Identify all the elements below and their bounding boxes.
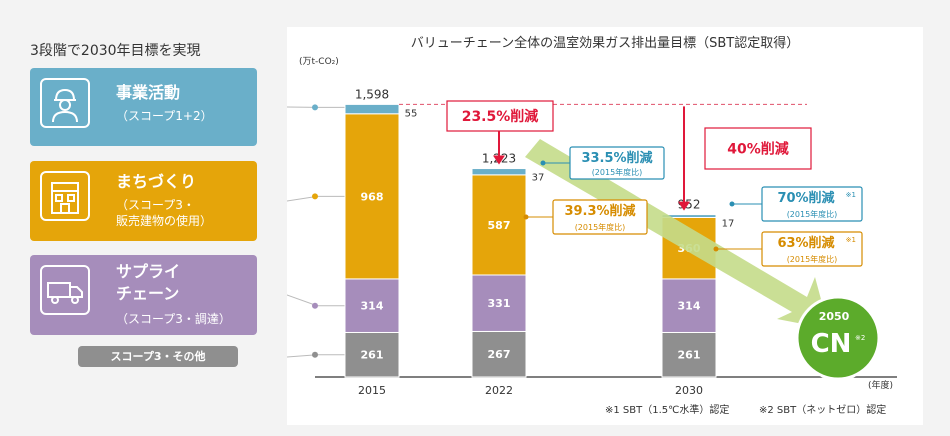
- scope3-leader-2030-dot: [713, 246, 719, 252]
- card-title-line1: サプライ: [116, 262, 181, 281]
- footnote-1: ※1 SBT（1.5℃水準）認定: [605, 403, 729, 416]
- x-tick-label: 2022: [485, 384, 513, 397]
- scope3-reduction-2022-base: (2015年度比): [575, 222, 626, 232]
- chart-title: バリューチェーン全体の温室効果ガス排出量目標（SBT認定取得）: [411, 35, 799, 51]
- card-subtitle-line1: （スコープ3・: [116, 198, 195, 212]
- bar-segment: [471, 274, 527, 332]
- scope12-reduction-2030-note: ※1: [846, 191, 856, 199]
- card-subtitle: （スコープ1+2）: [116, 109, 213, 123]
- x-tick-label: 2015: [358, 384, 386, 397]
- scope12-leader-2022-dot: [540, 160, 546, 166]
- bar-segment: [661, 278, 717, 333]
- bar-value-label: 55: [405, 108, 418, 119]
- card-supply-chain: サプライ チェーン （スコープ3・調達）: [30, 255, 257, 335]
- bar-value-label: 331: [488, 297, 511, 310]
- reduction-label-2030-box: [704, 127, 812, 170]
- worker-icon: [40, 78, 90, 128]
- card-subtitle: （スコープ3・調達）: [116, 312, 231, 326]
- reduction-label-2022-box: [446, 100, 554, 132]
- card-business-activity: 事業活動 （スコープ1+2）: [30, 68, 257, 146]
- scope12-reduction-2022-base: (2015年度比): [592, 167, 643, 177]
- emissions-chart: バリューチェーン全体の温室効果ガス排出量目標（SBT認定取得） (万t-CO₂)…: [287, 35, 897, 416]
- trend-arrow: [525, 139, 829, 329]
- bar-value-label: 314: [361, 300, 384, 313]
- scope3-other-label: スコープ3・その他: [78, 346, 238, 367]
- card-title-line2: チェーン: [116, 284, 180, 303]
- carbon-neutral-year: 2050: [819, 310, 850, 323]
- bar-value-label: 261: [678, 349, 701, 362]
- bar-segment: [344, 278, 400, 333]
- scope12-reduction-2022: 33.5%削減: [581, 150, 652, 166]
- card-title: まちづくり: [116, 172, 197, 191]
- connector-dot: [312, 104, 318, 111]
- scope3-reduction-2030-base: (2015年度比): [787, 254, 838, 264]
- bar-value-label: 17: [722, 219, 735, 230]
- bar-value-label: 37: [532, 173, 545, 184]
- bar-segment: [471, 330, 527, 378]
- scope12-leader-2030-dot: [729, 201, 735, 207]
- bar-segment: [471, 168, 527, 176]
- bar-value-label: 314: [678, 300, 701, 313]
- x-axis-unit: (年度): [868, 379, 893, 391]
- carbon-neutral-note: ※2: [855, 334, 865, 342]
- scope3-reduction-2030-note: ※1: [846, 236, 856, 244]
- card-subtitle-line2: 販売建物の使用）: [116, 214, 213, 228]
- card-town-development: まちづくり （スコープ3・ 販売建物の使用）: [30, 161, 257, 241]
- bar-segment: [344, 113, 400, 280]
- card-title: 事業活動: [116, 83, 181, 102]
- connector-dot: [312, 302, 318, 309]
- bar-value-label: 267: [488, 348, 511, 361]
- bar-value-label: 587: [488, 219, 511, 232]
- scope3-reduction-2030: 63%削減: [777, 235, 834, 251]
- carbon-neutral-badge: [795, 295, 881, 381]
- bar-segment: [344, 331, 400, 378]
- connector-line: [287, 195, 345, 202]
- x-tick-label: 2030: [675, 384, 703, 397]
- footnote-2: ※2 SBT（ネットゼロ）認定: [759, 403, 886, 416]
- reduction-label-2022: 23.5%削減: [462, 108, 539, 125]
- chart-panel: バリューチェーン全体の温室効果ガス排出量目標（SBT認定取得） (万t-CO₂)…: [287, 27, 923, 425]
- left-title: 3段階で2030年目標を実現: [30, 43, 201, 59]
- connector-dot: [312, 193, 318, 200]
- carbon-neutral-label: CN: [811, 329, 852, 359]
- connector-line: [287, 354, 345, 358]
- scope12-reduction-2030-base: (2015年度比): [787, 209, 838, 219]
- building-icon: [40, 171, 90, 221]
- bar-segment: [471, 174, 527, 276]
- scope3-reduction-2022: 39.3%削減: [564, 203, 635, 219]
- reduction-arrow-2022-head: [493, 155, 505, 165]
- connector-line: [287, 294, 345, 307]
- connector-dot: [312, 351, 318, 358]
- bar-segment: [344, 103, 400, 115]
- bar-value-label: 968: [361, 190, 384, 203]
- truck-icon: [40, 265, 90, 315]
- scope12-reduction-2030: 70%削減: [777, 190, 834, 206]
- bar-value-label: 261: [361, 349, 384, 362]
- bar-total-label: 1,598: [355, 87, 389, 101]
- bar-segment: [661, 331, 717, 378]
- y-axis-unit: (万t-CO₂): [299, 57, 339, 67]
- reduction-arrow-2030-head: [678, 201, 690, 211]
- reduction-label-2030: 40%削減: [727, 141, 789, 158]
- scope3-leader-2022-dot: [523, 214, 529, 220]
